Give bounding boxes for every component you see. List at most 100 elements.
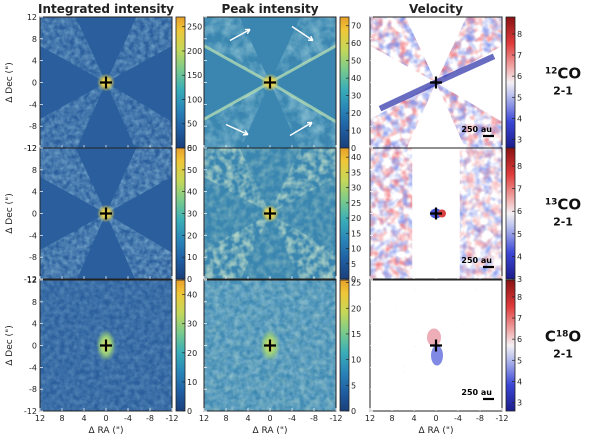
x-tick-label: -8 [476, 414, 484, 423]
x-tick-label: 12 [35, 414, 45, 423]
y-tick-label: -4 [29, 363, 37, 372]
colorbar-tick-label: 8 [517, 293, 522, 302]
source-position-marker [100, 76, 112, 89]
molecule-name: O [568, 328, 581, 346]
isotope-superscript: 18 [556, 330, 569, 340]
transition-label: 2-1 [553, 216, 573, 229]
y-tick-label: -4 [29, 231, 37, 240]
colorbar-tick-label: 10 [351, 245, 361, 254]
colorbar-tick-label: 30 [351, 184, 361, 193]
colorbar-tick-label: 60 [351, 39, 361, 48]
colorbar-tick-label: 6 [517, 207, 522, 216]
y-tick-label: 12 [27, 144, 37, 153]
panel-r2-c0: 0 10 20 30 40 [39, 279, 197, 416]
colorbar-tick-label: 35 [351, 168, 361, 177]
colorbar-tick-label: 8 [517, 162, 522, 171]
outflow-arrow [225, 123, 249, 136]
colorbar-r2-c2 [505, 279, 516, 412]
molecule-label: 12CO [545, 65, 581, 83]
y-axis-label: Δ Dec (") [5, 325, 15, 365]
y-tick-label: -8 [29, 385, 37, 394]
colorbar-tick-label: 20 [187, 349, 197, 358]
colorbar-tick-label: 0 [351, 144, 356, 153]
x-tick-label: 4 [245, 414, 250, 423]
x-tick-label: 8 [389, 414, 394, 423]
x-tick-label: 0 [433, 414, 438, 423]
colorbar-tick-label: 8 [517, 30, 522, 39]
y-axis-label: Δ Dec (") [5, 193, 15, 233]
panel-r0-c0: 0 50 100 150 200 250 [39, 16, 202, 153]
colorbar-tick-label: 6 [517, 335, 522, 344]
colorbar-tick-label: 0 [187, 407, 192, 416]
transition-label: 2-1 [553, 85, 573, 98]
x-tick-label: 8 [223, 414, 228, 423]
molecule-name: CO [557, 196, 581, 214]
colorbar-tick-label: 50 [351, 57, 361, 66]
colorbar-tick-label: 3 [517, 399, 522, 408]
colorbar-tick-label: 0 [351, 407, 356, 416]
colorbar-tick-label: 20 [351, 214, 361, 223]
colorbar-r1-c1 [339, 147, 350, 280]
x-tick-label: -12 [329, 414, 342, 423]
colorbar-tick-label: 10 [351, 356, 361, 365]
y-tick-label: -8 [29, 122, 37, 131]
colorbar-tick-label: 0 [351, 275, 356, 284]
y-tick-label: 12 [27, 13, 37, 22]
y-tick-label: -12 [24, 144, 37, 153]
colorbar-tick-label: 7 [517, 51, 522, 60]
source-position-marker [264, 339, 276, 352]
panel-r1-c2: 250 au 3 4 5 6 7 8 [369, 147, 522, 284]
outflow-arrow [289, 121, 313, 137]
x-tick-label: 0 [103, 414, 108, 423]
panel-r2-c1: 0 5 10 15 20 25 [203, 279, 361, 416]
colorbar-tick-label: 10 [187, 378, 197, 387]
colorbar-tick-label: 6 [517, 72, 522, 81]
y-tick-label: 4 [32, 320, 37, 329]
colorbar-tick-label: 40 [187, 188, 197, 197]
colorbar-r0-c1 [339, 16, 350, 149]
x-axis-label: Δ RA (") [88, 426, 123, 436]
colorbar-tick-label: 30 [187, 320, 197, 329]
colorbar-tick-label: 5 [517, 230, 522, 239]
source-position-marker [100, 207, 112, 220]
colorbar-tick-label: 15 [351, 229, 361, 238]
colorbar-tick-label: 20 [351, 109, 361, 118]
x-tick-label: 0 [267, 414, 272, 423]
colorbar-r2-c1 [339, 279, 350, 412]
colorbar-tick-label: 15 [351, 330, 361, 339]
isotope-superscript: 12 [545, 67, 558, 77]
y-tick-label: -4 [29, 100, 37, 109]
colorbar-tick-label: 10 [351, 127, 361, 136]
y-tick-label: 8 [32, 298, 37, 307]
y-axis-label: Δ Dec (") [5, 62, 15, 102]
colorbar-tick-label: 7 [517, 314, 522, 323]
colorbar-r1-c2 [505, 147, 516, 280]
y-tick-label: 8 [32, 35, 37, 44]
scale-bar-label: 250 au [461, 388, 492, 397]
source-position-marker [430, 207, 442, 220]
colorbar-tick-label: 25 [351, 279, 361, 288]
scale-bar-label: 250 au [461, 125, 492, 134]
colorbar-tick-label: 0 [187, 275, 192, 284]
y-tick-label: -12 [24, 275, 37, 284]
colorbar-r0-c0 [175, 16, 186, 149]
x-tick-label: -4 [124, 414, 132, 423]
y-tick-label: 8 [32, 166, 37, 175]
colorbar-tick-label: 70 [351, 22, 361, 31]
y-tick-label: 0 [32, 342, 37, 351]
x-tick-label: -12 [495, 414, 508, 423]
x-tick-label: 4 [81, 414, 86, 423]
colorbar-tick-label: 5 [517, 93, 522, 102]
colorbar-tick-label: 50 [187, 166, 197, 175]
colorbar-tick-label: 10 [187, 253, 197, 262]
x-tick-label: -4 [454, 414, 462, 423]
x-tick-label: 4 [411, 414, 416, 423]
panel-r1-c1: 0 5 10 15 20 25 30 35 40 [203, 147, 361, 284]
colorbar-tick-label: 50 [187, 120, 197, 129]
y-tick-label: 4 [32, 188, 37, 197]
outflow-arrow [229, 28, 251, 42]
colorbar-tick-label: 40 [351, 153, 361, 162]
outflow-arrow [291, 25, 314, 42]
x-tick-label: 12 [365, 414, 375, 423]
